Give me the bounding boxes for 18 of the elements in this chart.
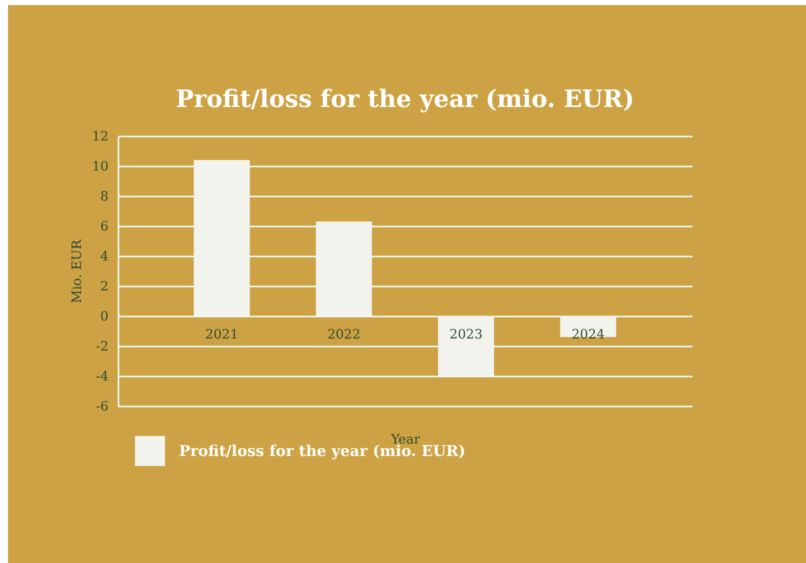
y-tick-label: 0 xyxy=(100,310,108,324)
y-tick-label: -2 xyxy=(96,340,108,354)
x-tick-label: 2021 xyxy=(205,328,238,342)
x-tick-label: 2023 xyxy=(450,328,483,342)
bar xyxy=(438,316,494,376)
y-tick-label: -6 xyxy=(96,400,108,414)
bar xyxy=(316,222,372,316)
y-tick-label: 6 xyxy=(100,220,108,234)
y-tick-label: 10 xyxy=(92,160,108,174)
y-tick-label: 4 xyxy=(100,250,108,264)
bar xyxy=(194,160,250,316)
y-tick-label: 8 xyxy=(100,190,108,204)
y-tick-label: 2 xyxy=(100,280,108,294)
chart-title: Profit/loss for the year (mio. EUR) xyxy=(176,84,634,113)
x-tick-label: 2022 xyxy=(327,328,360,342)
y-axis-title: Mio. EUR xyxy=(70,238,85,304)
y-tick-label: 12 xyxy=(92,130,108,144)
y-tick-label: -4 xyxy=(96,370,108,384)
